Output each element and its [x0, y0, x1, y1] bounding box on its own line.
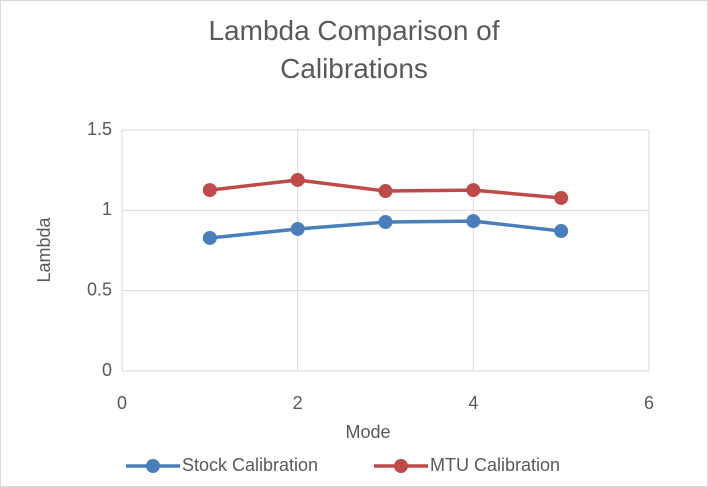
- y-tick-label: 1.5: [87, 119, 112, 139]
- legend-marker: [394, 459, 408, 473]
- data-point: [554, 224, 569, 239]
- y-axis-label: Lambda: [34, 216, 54, 282]
- x-tick-label: 4: [468, 393, 478, 413]
- data-point: [466, 183, 481, 198]
- x-axis-label: Mode: [345, 422, 390, 442]
- data-point: [290, 221, 305, 236]
- data-point: [202, 230, 217, 245]
- y-tick-label: 1: [102, 199, 112, 219]
- legend-label: Stock Calibration: [182, 455, 318, 475]
- chart-title: Lambda Comparison of Calibrations: [208, 15, 500, 84]
- data-point: [466, 214, 481, 229]
- data-point: [378, 215, 393, 230]
- y-tick-label: 0: [102, 360, 112, 380]
- x-tick-label: 0: [117, 393, 127, 413]
- data-point: [290, 172, 305, 187]
- x-tick-label: 2: [293, 393, 303, 413]
- x-tick-label: 6: [644, 393, 654, 413]
- legend-label: MTU Calibration: [430, 455, 560, 475]
- y-tick-label: 0.5: [87, 279, 112, 299]
- data-point: [554, 190, 569, 205]
- data-point: [202, 183, 217, 198]
- legend-marker: [146, 459, 160, 473]
- data-point: [378, 184, 393, 199]
